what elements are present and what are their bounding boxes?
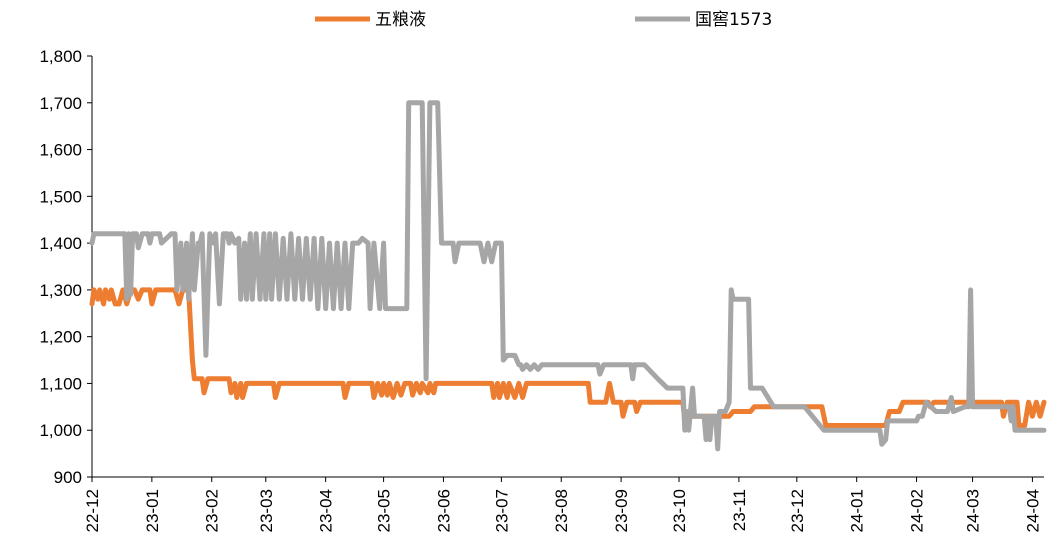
- y-tick-label: 900: [54, 468, 82, 487]
- x-tick-label: 23-08: [552, 489, 571, 532]
- y-tick-label: 1,400: [39, 234, 82, 253]
- x-tick-label: 23-01: [143, 489, 162, 532]
- x-tick-label: 23-06: [434, 489, 453, 532]
- y-tick-label: 1,200: [39, 328, 82, 347]
- legend-label-2: 国窖1573: [695, 10, 772, 30]
- y-tick-label: 1,500: [39, 187, 82, 206]
- x-axis: 22-12 23-01 23-02 23-03 23-04 23-05 23-06 23-07…: [83, 476, 1044, 532]
- series-line-2: [89, 100, 1047, 452]
- y-tick-label: 1,000: [39, 421, 82, 440]
- x-tick-label: 22-12: [83, 489, 102, 532]
- y-tick-label: 1,600: [39, 141, 82, 160]
- x-tick-label: 23-05: [375, 489, 394, 532]
- x-tick-label: 24-04: [1023, 489, 1042, 532]
- x-tick-label: 23-03: [257, 489, 276, 532]
- series-line-1: [89, 287, 1047, 428]
- x-tick-label: 24-01: [848, 489, 867, 532]
- legend-label-1: 五粮液: [375, 10, 426, 30]
- x-tick-label: 23-12: [788, 489, 807, 532]
- x-tick-label: 23-11: [730, 489, 749, 531]
- x-tick-label: 23-10: [670, 489, 689, 532]
- x-tick-label: 23-09: [612, 489, 631, 532]
- x-tick-label: 23-02: [203, 489, 222, 532]
- x-tick-label: 24-03: [964, 489, 983, 532]
- y-axis: 900 1,000 1,100 1,200 1,300 1,400 1,500 1,600 1,…: [39, 47, 93, 487]
- legend: 五粮液 国窖1573: [315, 10, 772, 30]
- x-tick-label: 23-04: [317, 489, 336, 532]
- series-layer: [89, 100, 1047, 452]
- y-tick-label: 1,100: [39, 374, 82, 393]
- y-tick-label: 1,700: [39, 94, 82, 113]
- x-tick-label: 23-07: [492, 489, 511, 532]
- y-tick-label: 1,800: [39, 47, 82, 66]
- y-tick-label: 1,300: [39, 281, 82, 300]
- x-tick-label: 24-02: [908, 489, 927, 532]
